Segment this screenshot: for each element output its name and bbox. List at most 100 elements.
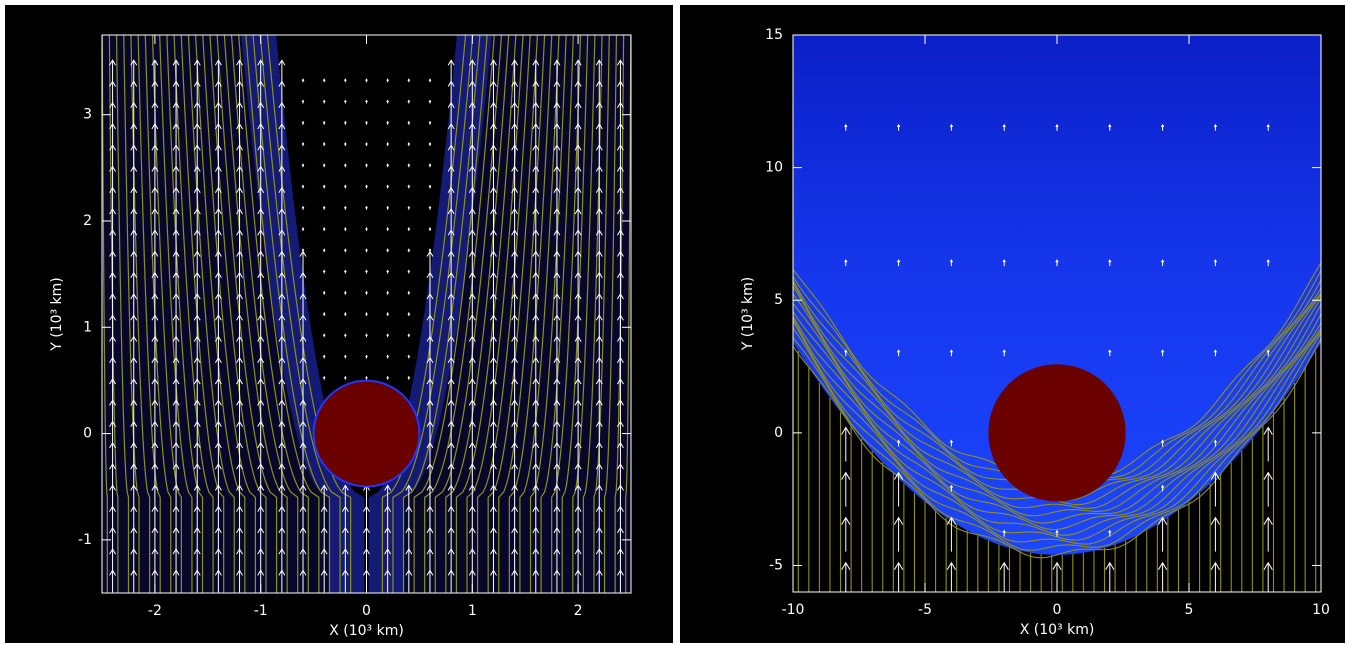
- velocity-arrow: [365, 184, 368, 189]
- velocity-arrow: [1002, 259, 1006, 267]
- velocity-arrow: [301, 227, 305, 231]
- velocity-arrow: [428, 78, 432, 83]
- field-line: [551, 35, 582, 593]
- velocity-arrow: [893, 516, 904, 552]
- velocity-arrow: [386, 184, 389, 189]
- field-line: [137, 35, 161, 593]
- velocity-arrow: [490, 59, 497, 83]
- velocity-arrow: [1108, 529, 1112, 537]
- velocity-arrow: [893, 471, 904, 507]
- field-line: [476, 35, 531, 593]
- velocity-arrow: [344, 78, 347, 83]
- x-tick-label: -5: [918, 602, 932, 618]
- velocity-arrow: [278, 59, 286, 83]
- velocity-arrow: [344, 312, 347, 317]
- velocity-arrow: [407, 120, 411, 125]
- velocity-arrow: [344, 290, 347, 295]
- field-line: [582, 35, 603, 593]
- velocity-arrow: [344, 248, 347, 253]
- velocity-arrow: [407, 333, 411, 338]
- velocity-arrow: [322, 354, 326, 359]
- velocity-arrow: [386, 269, 389, 274]
- velocity-arrow: [1055, 123, 1059, 131]
- velocity-arrow: [344, 205, 347, 210]
- velocity-arrow: [407, 312, 411, 317]
- velocity-arrow: [322, 333, 326, 338]
- field-line: [793, 304, 1321, 524]
- velocity-arrow: [1055, 259, 1059, 267]
- field-line: [151, 35, 182, 593]
- field-line: [540, 35, 574, 593]
- velocity-arrow: [1160, 123, 1165, 131]
- velocity-arrow: [386, 375, 389, 380]
- velocity-arrow: [1263, 471, 1273, 507]
- velocity-arrow: [322, 375, 326, 380]
- velocity-arrow: [386, 290, 389, 295]
- velocity-arrow: [405, 484, 413, 508]
- velocity-arrow: [130, 59, 138, 83]
- velocity-arrow: [1108, 349, 1112, 357]
- velocity-arrow: [1266, 123, 1270, 131]
- x-tick-label: -2: [148, 603, 162, 619]
- velocity-arrow: [365, 312, 368, 317]
- velocity-arrow: [553, 59, 561, 83]
- field-line: [434, 35, 503, 593]
- velocity-arrow: [344, 184, 347, 189]
- y-tick-label: 0: [83, 426, 92, 442]
- velocity-arrow: [428, 99, 432, 104]
- velocity-arrow: [1213, 123, 1218, 131]
- velocity-arrow: [844, 123, 848, 131]
- field-line: [123, 35, 140, 593]
- velocity-arrow: [236, 59, 243, 83]
- velocity-arrow: [1002, 529, 1006, 537]
- velocity-arrow: [365, 141, 368, 146]
- velocity-arrow: [322, 141, 326, 146]
- field-line: [245, 35, 320, 593]
- field-line: [603, 35, 618, 593]
- x-tick-label: -1: [254, 603, 268, 619]
- velocity-arrow: [386, 99, 389, 104]
- velocity-arrow: [344, 333, 347, 338]
- velocity-arrow: [447, 59, 455, 83]
- velocity-arrow: [344, 354, 347, 359]
- field-line: [793, 293, 1321, 509]
- velocity-arrow: [949, 349, 954, 357]
- plot-area: [102, 35, 631, 593]
- velocity-arrow: [365, 163, 368, 168]
- x-tick-label: 5: [1185, 602, 1194, 618]
- y-axis-label: Y (10³ km): [49, 277, 65, 352]
- field-line: [445, 35, 510, 593]
- velocity-arrow: [365, 375, 368, 380]
- field-line: [625, 35, 631, 593]
- velocity-arrow: [407, 205, 411, 210]
- velocity-arrow: [1266, 259, 1270, 267]
- field-line: [424, 35, 495, 593]
- velocity-arrow: [407, 227, 411, 231]
- velocity-arrow: [322, 205, 326, 210]
- x-tick-label: 1: [468, 603, 477, 619]
- velocity-arrow: [428, 227, 432, 231]
- velocity-arrow: [386, 120, 389, 125]
- y-axis-label: Y (10³ km): [740, 277, 756, 352]
- velocity-arrow: [386, 312, 389, 317]
- velocity-arrow: [365, 248, 368, 253]
- velocity-arrow: [386, 354, 389, 359]
- velocity-arrow: [532, 59, 540, 83]
- field-line: [793, 297, 1321, 517]
- velocity-arrow: [344, 269, 347, 274]
- velocity-arrow: [386, 205, 389, 210]
- field-line: [159, 35, 193, 593]
- velocity-arrow: [301, 99, 305, 104]
- velocity-arrow: [322, 312, 326, 317]
- x-tick-label: -10: [782, 602, 805, 618]
- velocity-arrow: [407, 184, 411, 189]
- y-tick-label: 1: [83, 319, 92, 335]
- field-line: [529, 35, 567, 593]
- velocity-arrow: [301, 163, 305, 168]
- velocity-arrow: [344, 227, 347, 231]
- velocity-arrow: [841, 426, 851, 462]
- velocity-arrow: [949, 439, 954, 447]
- velocity-arrow: [322, 99, 326, 104]
- y-tick-label: -5: [769, 557, 783, 573]
- velocity-arrow: [1263, 426, 1273, 462]
